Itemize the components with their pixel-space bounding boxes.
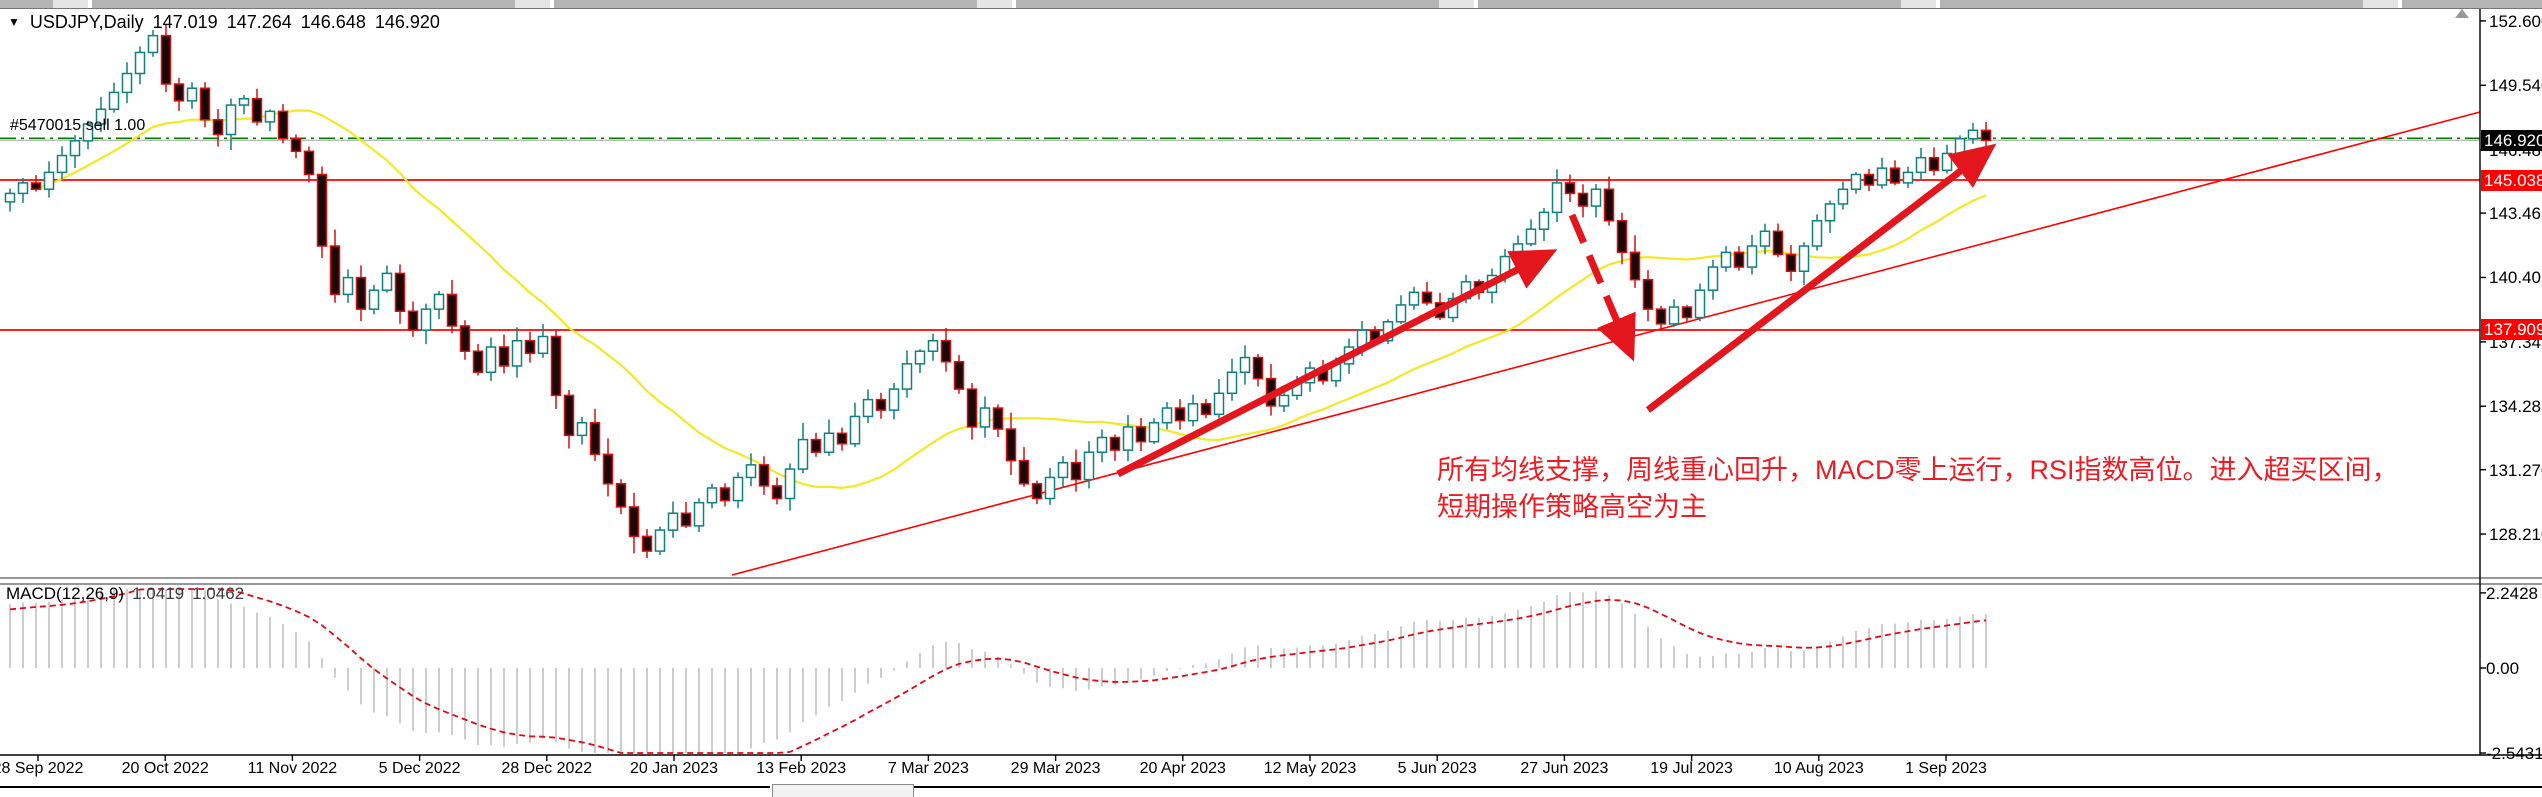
macd-name: MACD(12,26,9) bbox=[6, 584, 125, 603]
date-axis-label: 13 Feb 2023 bbox=[756, 760, 847, 777]
date-axis-label: 27 Jun 2023 bbox=[1520, 760, 1609, 777]
date-axis-label: 20 Jan 2023 bbox=[629, 760, 719, 777]
date-axis-label: 5 Jun 2023 bbox=[1397, 760, 1477, 777]
macd-signal-line bbox=[9, 588, 1987, 754]
macd-axis-label: -2.5431 bbox=[2486, 744, 2542, 763]
trend-arrow-down bbox=[1568, 213, 1636, 362]
date-axis-label: 20 Oct 2022 bbox=[121, 760, 209, 777]
chevron-down-icon[interactable]: ▼ bbox=[8, 15, 20, 29]
date-axis-label: 10 Aug 2023 bbox=[1773, 760, 1864, 777]
annotation-line-2: 短期操作策略高空为主 bbox=[1437, 492, 1707, 522]
price-badge: 145.038 bbox=[2481, 169, 2542, 191]
macd-histogram bbox=[9, 589, 1987, 753]
status-strip bbox=[0, 784, 2542, 797]
quote-close: 146.920 bbox=[374, 12, 440, 32]
quote-low: 146.648 bbox=[300, 12, 366, 32]
quote-high: 147.264 bbox=[226, 12, 292, 32]
date-axis-label: 1 Sep 2023 bbox=[1905, 760, 1987, 777]
date-axis-label: 11 Nov 2022 bbox=[247, 760, 338, 777]
price-axis-label: 152.600 bbox=[2489, 11, 2542, 31]
price-axis-label: 143.465 bbox=[2489, 204, 2542, 224]
macd-axis-label: 0.00 bbox=[2486, 659, 2520, 678]
trend-arrow-up-2 bbox=[1645, 143, 1997, 413]
price-axis-label: 140.405 bbox=[2489, 268, 2542, 288]
date-axis-label: 20 Apr 2023 bbox=[1139, 760, 1226, 777]
price-badge: 137.909 bbox=[2481, 319, 2542, 341]
candles-layer bbox=[4, 25, 1992, 559]
price-axis-label: 134.285 bbox=[2489, 397, 2542, 417]
status-strip-segment bbox=[914, 786, 2542, 797]
macd-axis-label: 2.2428 bbox=[2486, 583, 2538, 603]
date-axis-label: 12 May 2023 bbox=[1263, 760, 1357, 777]
date-axis-label: 19 Jul 2023 bbox=[1650, 760, 1733, 777]
status-strip-segment bbox=[0, 786, 770, 797]
trend-arrow-up-1 bbox=[1116, 249, 1558, 478]
quote-open: 147.019 bbox=[152, 12, 218, 32]
price-axis-label: 128.210 bbox=[2489, 525, 2542, 545]
price-axis-label: 149.540 bbox=[2489, 76, 2542, 96]
date-axis-label: 29 Mar 2023 bbox=[1010, 760, 1101, 777]
status-strip-box bbox=[772, 784, 914, 797]
chart-shift-marker-icon[interactable] bbox=[2455, 9, 2469, 18]
date-axis-label: 5 Dec 2022 bbox=[378, 760, 461, 777]
annotation-line-1: 所有均线支撑，周线重心回升，MACD零上运行，RSI指数高位。进入超买区间， bbox=[1437, 455, 2399, 485]
macd-indicator-label: MACD(12,26,9) 1.0419 1.0462 bbox=[6, 584, 244, 604]
price-badge: 146.920 bbox=[2481, 129, 2542, 151]
date-axis-label: 28 Sep 2022 bbox=[0, 760, 84, 777]
symbol-period-label: USDJPY,Daily bbox=[29, 12, 144, 32]
open-position-label: #5470015 sell 1.00 bbox=[10, 117, 146, 134]
date-axis-label: 28 Dec 2022 bbox=[501, 760, 593, 777]
macd-signal-value: 1.0462 bbox=[192, 584, 245, 603]
analysis-annotation: 所有均线支撑，周线重心回升，MACD零上运行，RSI指数高位。进入超买区间， 短… bbox=[1437, 452, 2399, 526]
date-axis-label: 7 Mar 2023 bbox=[887, 760, 969, 777]
macd-main-value: 1.0419 bbox=[132, 584, 185, 603]
toolbar-strip[interactable] bbox=[0, 0, 2542, 9]
chart-title: ▼ USDJPY,Daily 147.019 147.264 146.648 146.92… bbox=[8, 12, 440, 33]
price-axis-label: 131.270 bbox=[2489, 460, 2542, 480]
